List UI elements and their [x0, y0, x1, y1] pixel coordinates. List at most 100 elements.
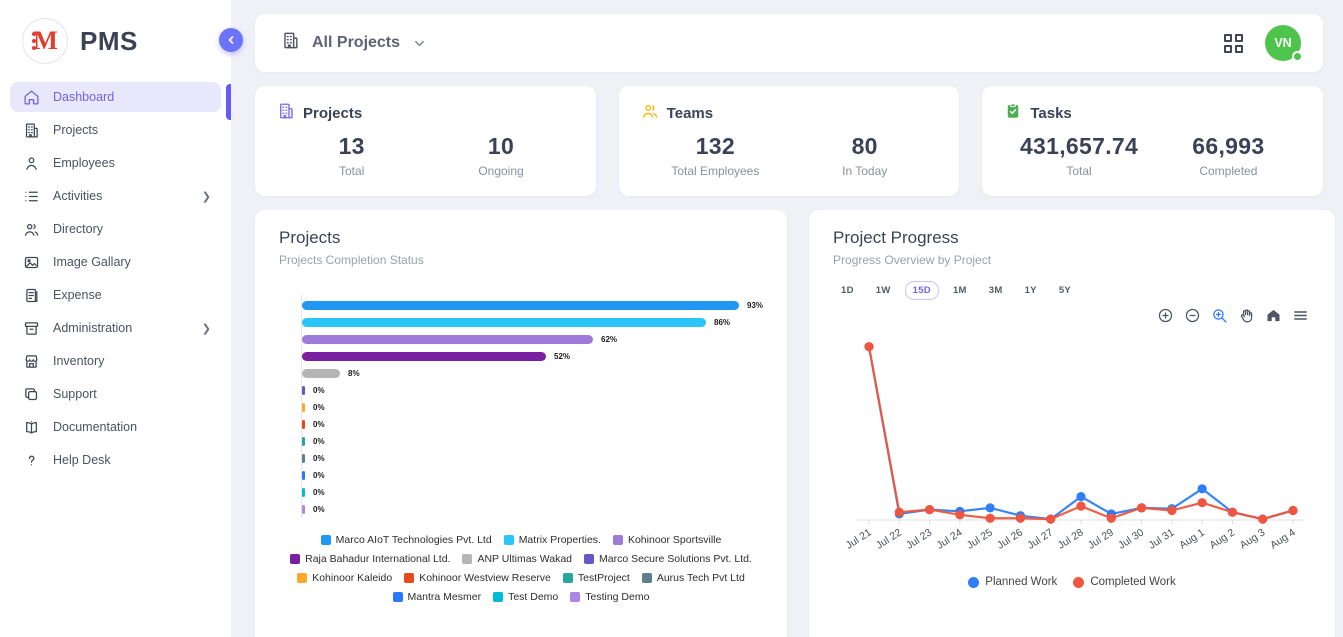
- range-button-1y[interactable]: 1Y: [1017, 281, 1045, 300]
- legend-item[interactable]: Matrix Properties.: [503, 534, 601, 546]
- legend-item[interactable]: TestProject: [562, 572, 630, 584]
- bar-row[interactable]: 0%: [302, 399, 763, 416]
- x-tick-label: Aug 3: [1238, 526, 1268, 551]
- x-tick-label: Jul 31: [1146, 526, 1176, 551]
- legend-swatch: [493, 592, 504, 602]
- legend-swatch: [290, 554, 301, 564]
- bar-row[interactable]: 62%: [302, 331, 763, 348]
- bar-value-label: 93%: [747, 301, 764, 310]
- range-button-5y[interactable]: 5Y: [1051, 281, 1079, 300]
- person-icon: [26, 156, 37, 170]
- range-button-15d[interactable]: 15D: [904, 281, 939, 300]
- range-button-3m[interactable]: 3M: [981, 281, 1011, 300]
- bar-row[interactable]: 0%: [302, 467, 763, 484]
- sidebar-item-administration[interactable]: Administration ❯: [10, 313, 221, 343]
- legend-label: Marco Secure Solutions Pvt. Ltd.: [599, 553, 752, 565]
- legend-swatch: [612, 535, 623, 545]
- sidebar-item-documentation[interactable]: Documentation: [10, 412, 221, 442]
- legend-item[interactable]: Marco AIoT Technologies Pvt. Ltd: [320, 534, 492, 546]
- bar-row[interactable]: 0%: [302, 450, 763, 467]
- bar-row[interactable]: 0%: [302, 382, 763, 399]
- bar-row[interactable]: 52%: [302, 348, 763, 365]
- stat-metrics: 431,657.74 Total 66,993 Completed: [1004, 133, 1303, 178]
- sidebar-item-projects[interactable]: Projects: [10, 115, 221, 145]
- bar-row[interactable]: 0%: [302, 433, 763, 450]
- legend-item[interactable]: Aurus Tech Pvt Ltd: [641, 572, 745, 584]
- stats-row: Projects 13 Total 10 Ongoing Teams 132 T…: [255, 86, 1324, 196]
- people-icon: [641, 102, 659, 125]
- image-icon: [24, 256, 39, 268]
- metric: 13 Total: [277, 133, 426, 178]
- logo-dots: [32, 32, 37, 50]
- bar-row[interactable]: 93%: [302, 297, 763, 314]
- project-filter-dropdown[interactable]: All Projects: [281, 31, 427, 55]
- sidebar-collapse-button[interactable]: [219, 28, 243, 52]
- building-icon: [25, 122, 38, 138]
- sidebar-item-label: Help Desk: [53, 453, 111, 467]
- legend-item[interactable]: Kohinoor Westview Reserve: [404, 572, 551, 584]
- legend-item[interactable]: Testing Demo: [570, 591, 649, 603]
- stat-card-header: Teams: [641, 102, 940, 125]
- home-icon: [24, 89, 39, 105]
- sidebar-item-help-desk[interactable]: Help Desk: [10, 445, 221, 475]
- bar: [302, 301, 739, 310]
- home-reset-icon[interactable]: [1264, 306, 1282, 324]
- charts-row: Projects Projects Completion Status 93% 8…: [255, 210, 1336, 637]
- legend-item[interactable]: Kohinoor Sportsville: [612, 534, 721, 546]
- stat-card-header: Projects: [277, 102, 576, 125]
- sidebar-item-label: Expense: [53, 288, 102, 302]
- x-tick-label: Jul 24: [934, 526, 964, 551]
- legend-swatch: [570, 592, 581, 602]
- bar-value-label: 52%: [554, 352, 571, 361]
- active-item-indicator: [226, 84, 231, 120]
- menu-icon[interactable]: [1291, 306, 1309, 324]
- x-tick-label: Jul 29: [1086, 526, 1116, 551]
- sidebar-item-label: Image Gallary: [53, 255, 131, 269]
- legend-item[interactable]: ANP Ultimas Wakad: [462, 553, 572, 565]
- sidebar-item-image-gallary[interactable]: Image Gallary: [10, 247, 221, 277]
- project-progress-card: Project Progress Progress Overview by Pr…: [809, 210, 1336, 637]
- progress-line-chart[interactable]: Jul 21 Jul 22 Jul 23 Jul 24 Jul 25 Jul 26 Jul …: [833, 324, 1311, 569]
- magnifier-icon[interactable]: [1210, 306, 1228, 324]
- range-button-1m[interactable]: 1M: [945, 281, 975, 300]
- legend-item[interactable]: Mantra Mesmer: [392, 591, 482, 603]
- legend-item[interactable]: Marco Secure Solutions Pvt. Ltd.: [584, 553, 752, 565]
- legend-item[interactable]: Raja Bahadur International Ltd.: [290, 553, 450, 565]
- clipboard-check-icon: [1008, 103, 1019, 118]
- bar-row[interactable]: 0%: [302, 484, 763, 501]
- legend-item[interactable]: Kohinoor Kaleido: [297, 572, 392, 584]
- range-button-1d[interactable]: 1D: [833, 281, 862, 300]
- range-button-1w[interactable]: 1W: [868, 281, 899, 300]
- bar: [302, 505, 305, 514]
- sidebar-item-expense[interactable]: Expense: [10, 280, 221, 310]
- zoom-in-icon[interactable]: [1156, 306, 1174, 324]
- bar-row[interactable]: 0%: [302, 501, 763, 518]
- avatar[interactable]: VN: [1265, 25, 1303, 62]
- legend-item[interactable]: Test Demo: [493, 591, 558, 603]
- sidebar-item-support[interactable]: Support: [10, 379, 221, 409]
- bar-row[interactable]: 86%: [302, 314, 763, 331]
- clipboard-check-icon: [1004, 102, 1022, 125]
- book-icon: [26, 420, 37, 434]
- metric: 132 Total Employees: [641, 133, 790, 178]
- legend-label: Mantra Mesmer: [407, 591, 482, 603]
- sidebar-item-employees[interactable]: Employees: [10, 148, 221, 178]
- apps-grid-icon[interactable]: [1224, 33, 1243, 53]
- magnifier-icon: [1212, 308, 1227, 323]
- legend-swatch: [562, 573, 573, 583]
- sidebar-item-label: Support: [53, 387, 97, 401]
- bar-row[interactable]: 0%: [302, 416, 763, 433]
- sidebar-item-inventory[interactable]: Inventory: [10, 346, 221, 376]
- bar-value-label: 0%: [313, 420, 325, 429]
- sidebar-item-dashboard[interactable]: Dashboard: [10, 82, 221, 112]
- legend-swatch: [584, 554, 594, 564]
- zoom-out-icon[interactable]: [1183, 306, 1201, 324]
- legend-item-planned-work[interactable]: Planned Work: [968, 576, 1057, 588]
- time-range-selector: 1D 1W 15D 1M 3M 1Y 5Y: [833, 281, 1311, 300]
- pan-hand-icon[interactable]: [1237, 306, 1255, 324]
- sidebar-item-directory[interactable]: Directory: [10, 214, 221, 244]
- bar-row[interactable]: 8%: [302, 365, 763, 382]
- legend-item-completed-work[interactable]: Completed Work: [1073, 576, 1176, 588]
- legend-label: Planned Work: [985, 576, 1058, 588]
- sidebar-item-activities[interactable]: Activities ❯: [10, 181, 221, 211]
